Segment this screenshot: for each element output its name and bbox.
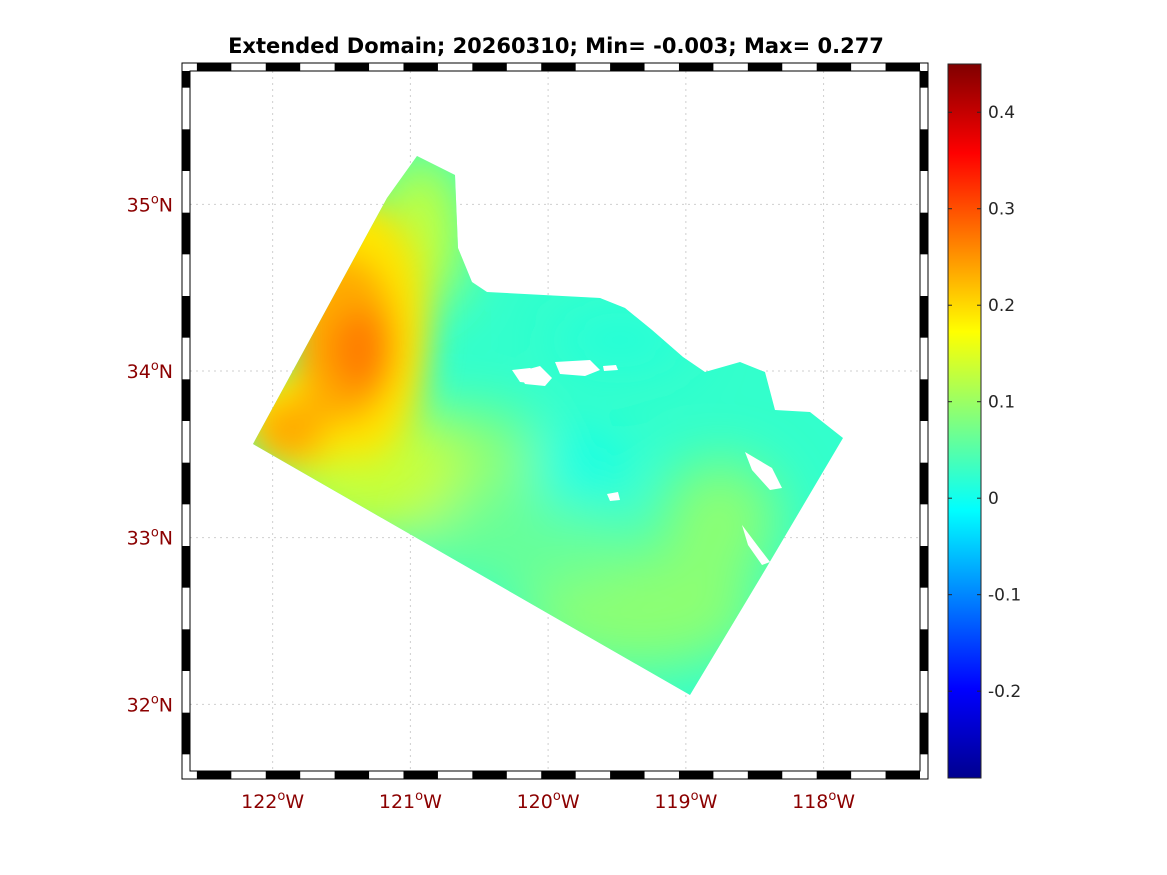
frame-segment — [196, 63, 232, 71]
latitude-tick-labels: 35oN 34oN 33oN 32oN — [127, 192, 173, 716]
frame-segment — [472, 63, 507, 71]
lat-tick-label-1: 34oN — [127, 359, 173, 383]
colorbar-tick-label-6: -0.2 — [988, 682, 1021, 702]
frame-segment — [182, 546, 190, 588]
colorbar-tick-label-2: 0.2 — [988, 296, 1015, 316]
frame-segment — [920, 712, 928, 755]
frame-segment — [678, 63, 714, 71]
frame-segment — [182, 71, 190, 88]
frame-segment — [920, 129, 928, 171]
frame-segment — [610, 63, 645, 71]
frame-segment — [920, 71, 928, 88]
frame-segment — [182, 629, 190, 671]
frame-segment — [920, 629, 928, 671]
island-santa-cruz — [555, 360, 600, 376]
frame-segment — [182, 212, 190, 255]
colorbar-tick-label-4: 0 — [988, 489, 999, 509]
frame-segment — [885, 771, 920, 779]
colorbar-ticks: 0.4 0.3 0.2 0.1 0 -0.1 -0.2 — [948, 103, 1021, 702]
colorbar-tick-label-0: 0.4 — [988, 103, 1015, 123]
island-san-clemente — [742, 525, 770, 565]
frame-segment — [182, 379, 190, 421]
frame-segment — [182, 462, 190, 505]
frame-segment — [265, 63, 301, 71]
frame-segment — [265, 771, 301, 779]
frame-segment — [920, 212, 928, 255]
lon-tick-label-3: 119oW — [654, 789, 717, 813]
frame-segment — [678, 771, 714, 779]
frame-segment — [334, 771, 370, 779]
frame-segment — [182, 129, 190, 171]
frame-segment — [747, 63, 783, 71]
frame-segment — [747, 771, 783, 779]
map-title: Extended Domain; 20260310; Min= -0.003; … — [228, 34, 884, 58]
islands — [512, 360, 782, 565]
frame-segment — [885, 63, 920, 71]
frame-segment — [541, 771, 576, 779]
frame-segment — [403, 771, 438, 779]
island-anacapa — [603, 365, 618, 371]
frame-segment — [816, 771, 852, 779]
frame-segment — [403, 63, 438, 71]
colorbar — [947, 63, 982, 779]
island-santa-barbara — [607, 492, 620, 501]
frame-segment — [920, 296, 928, 338]
colorbar-tick-label-1: 0.3 — [988, 200, 1015, 220]
frame-segment — [334, 63, 370, 71]
frame-segment — [472, 771, 507, 779]
frame-segment — [196, 771, 232, 779]
frame-segment — [541, 63, 576, 71]
colorbar-tick-label-5: -0.1 — [988, 586, 1021, 606]
frame-segment — [816, 63, 852, 71]
lon-tick-label-2: 120oW — [517, 789, 580, 813]
frame-segment — [920, 379, 928, 421]
frame-segment — [920, 546, 928, 588]
island-santa-rosa — [518, 366, 552, 386]
lon-tick-label-0: 122oW — [241, 789, 304, 813]
lat-tick-label-3: 32oN — [127, 692, 173, 716]
frame-segment — [182, 712, 190, 755]
lon-tick-label-1: 121oW — [379, 789, 442, 813]
lon-tick-label-4: 118oW — [792, 789, 855, 813]
longitude-tick-labels: 122oW 121oW 120oW 119oW 118oW — [241, 789, 855, 813]
frame-segment — [610, 771, 645, 779]
map-frame — [181, 62, 929, 780]
colorbar-tick-label-3: 0.1 — [988, 393, 1015, 413]
frame-segment — [182, 296, 190, 338]
lat-tick-label-0: 35oN — [127, 192, 173, 216]
lat-tick-label-2: 33oN — [127, 526, 173, 550]
frame-segment — [920, 462, 928, 505]
island-santa-catalina — [745, 452, 782, 490]
